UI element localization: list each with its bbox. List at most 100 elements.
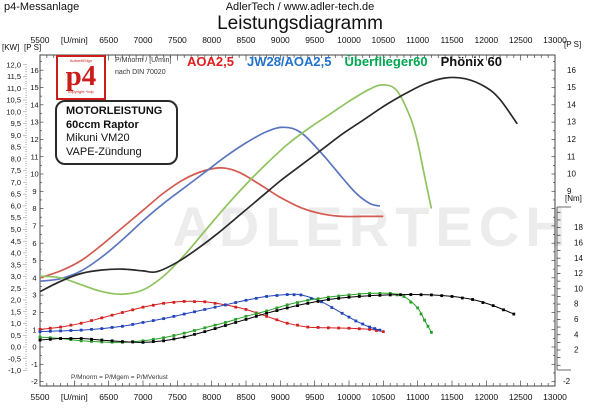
svg-text:14: 14 xyxy=(574,254,583,263)
svg-text:0,5: 0,5 xyxy=(11,331,21,340)
svg-text:1: 1 xyxy=(32,325,36,334)
svg-text:2: 2 xyxy=(32,308,36,317)
svg-text:1,0: 1,0 xyxy=(11,319,21,328)
svg-text:3: 3 xyxy=(32,291,36,300)
svg-text:7: 7 xyxy=(32,222,36,231)
svg-text:11: 11 xyxy=(31,152,39,161)
svg-text:11000: 11000 xyxy=(406,392,429,402)
svg-text:9,5: 9,5 xyxy=(11,119,21,128)
svg-text:9: 9 xyxy=(32,187,36,196)
plot-frame xyxy=(39,54,556,387)
svg-text:10: 10 xyxy=(574,284,583,293)
svg-text:12: 12 xyxy=(574,269,583,278)
svg-text:4,5: 4,5 xyxy=(11,237,21,246)
svg-text:4: 4 xyxy=(574,330,579,339)
svg-text:6: 6 xyxy=(32,239,36,248)
legend-item-0: AOA2,5 xyxy=(187,54,234,69)
svg-text:[U/min]: [U/min] xyxy=(61,392,88,402)
svg-text:2: 2 xyxy=(574,346,579,355)
legend: AOA2,5 JW28/AOA2,5 Überflieger60 Phönix 60 xyxy=(187,53,515,71)
svg-text:12: 12 xyxy=(567,135,576,144)
svg-text:7,5: 7,5 xyxy=(11,166,21,175)
kw-ruler xyxy=(23,64,27,371)
info-line-ignition: VAPE-Zündung xyxy=(66,145,142,158)
rpm-ticks xyxy=(39,55,556,386)
svg-text:9000: 9000 xyxy=(271,35,290,45)
app-label: p4-Messanlage xyxy=(4,1,80,13)
svg-text:16: 16 xyxy=(574,239,583,248)
svg-text:2,5: 2,5 xyxy=(11,284,21,293)
svg-text:4,0: 4,0 xyxy=(11,249,21,258)
axis-headers: [KW] [P S] [P S] xyxy=(2,40,581,52)
p4-logo-bottom-text: copyright *hdp xyxy=(68,89,94,94)
nm-axis xyxy=(556,206,571,371)
svg-text:16: 16 xyxy=(30,66,38,75)
motor-info-box: MOTORLEISTUNG 60ccm Raptor Mikuni VM20 V… xyxy=(55,100,178,165)
svg-text:-1: -1 xyxy=(31,360,38,369)
svg-text:8: 8 xyxy=(32,204,36,213)
p4-logo-top-text: AutomBSign xyxy=(69,58,93,63)
svg-text:0,0: 0,0 xyxy=(11,343,21,352)
svg-text:[Nm]: [Nm] xyxy=(565,194,582,203)
svg-text:7000: 7000 xyxy=(134,35,153,45)
svg-text:7500: 7500 xyxy=(168,35,187,45)
legend-item-3: Phönix 60 xyxy=(440,54,503,69)
svg-text:2,0: 2,0 xyxy=(11,296,21,305)
svg-text:8500: 8500 xyxy=(237,392,256,402)
watermark-text: ADLERTECH xyxy=(172,195,571,258)
ps-labels-right: 16 15 14 13 12 11 10 9 -2 xyxy=(563,66,576,386)
info-line-carb: Mikuni VM20 xyxy=(66,132,130,144)
svg-text:5500: 5500 xyxy=(31,35,50,45)
svg-text:10,0: 10,0 xyxy=(6,107,21,116)
svg-text:9,0: 9,0 xyxy=(11,131,21,140)
svg-text:4: 4 xyxy=(32,273,36,282)
svg-text:3,0: 3,0 xyxy=(11,272,21,281)
svg-text:12500: 12500 xyxy=(509,392,533,402)
svg-text:-2: -2 xyxy=(563,377,571,386)
svg-text:0: 0 xyxy=(32,343,36,352)
svg-text:9500: 9500 xyxy=(305,392,324,402)
measurement-note-line1: P/Mnorm / [U/min] xyxy=(115,57,172,64)
torque-curve-jw28-torque xyxy=(38,293,382,334)
p4-logo: AutomBSign p4 copyright *hdp xyxy=(56,55,106,100)
svg-text:8,5: 8,5 xyxy=(11,143,21,152)
svg-text:15: 15 xyxy=(30,83,38,92)
svg-text:5,5: 5,5 xyxy=(11,213,21,222)
svg-text:7500: 7500 xyxy=(168,392,187,402)
svg-text:[P S]: [P S] xyxy=(564,40,581,49)
svg-text:13000: 13000 xyxy=(543,35,567,45)
svg-text:10000: 10000 xyxy=(337,35,361,45)
svg-text:8: 8 xyxy=(574,300,579,309)
svg-text:6500: 6500 xyxy=(99,35,118,45)
svg-text:13: 13 xyxy=(567,118,576,127)
svg-text:-2: -2 xyxy=(31,377,38,386)
svg-text:6,5: 6,5 xyxy=(11,190,21,199)
svg-text:3,5: 3,5 xyxy=(11,260,21,269)
rpm-labels: 55005500[U/min][U/min]650065007000700075… xyxy=(31,35,568,402)
svg-text:8500: 8500 xyxy=(237,35,256,45)
svg-text:11: 11 xyxy=(567,152,576,161)
svg-text:11500: 11500 xyxy=(440,392,463,402)
legend-item-2: Überflieger60 xyxy=(344,54,428,69)
info-line-title: MOTORLEISTUNG xyxy=(66,105,163,117)
svg-text:11500: 11500 xyxy=(440,35,463,45)
svg-text:18: 18 xyxy=(574,223,583,232)
svg-text:14: 14 xyxy=(567,100,576,109)
footer-formula-note: P/Mnorm = P/Mgem = P/MVerlust xyxy=(71,374,168,381)
power-curve-jw28-power xyxy=(39,126,381,283)
svg-text:10,5: 10,5 xyxy=(6,96,21,105)
svg-text:13: 13 xyxy=(30,118,38,127)
svg-text:10500: 10500 xyxy=(372,35,396,45)
svg-text:6500: 6500 xyxy=(99,392,118,402)
svg-text:12000: 12000 xyxy=(475,35,499,45)
nm-labels: [Nm] 18 16 14 12 10 8 6 4 2 xyxy=(565,194,583,355)
svg-text:12,0: 12,0 xyxy=(6,60,21,69)
svg-text:10000: 10000 xyxy=(337,392,361,402)
svg-text:[KW]: [KW] xyxy=(2,43,19,52)
svg-text:7,0: 7,0 xyxy=(11,178,21,187)
svg-text:5: 5 xyxy=(32,256,36,265)
power-curve-ueberflieger60-power xyxy=(39,84,433,296)
ps-ticks xyxy=(40,61,555,382)
